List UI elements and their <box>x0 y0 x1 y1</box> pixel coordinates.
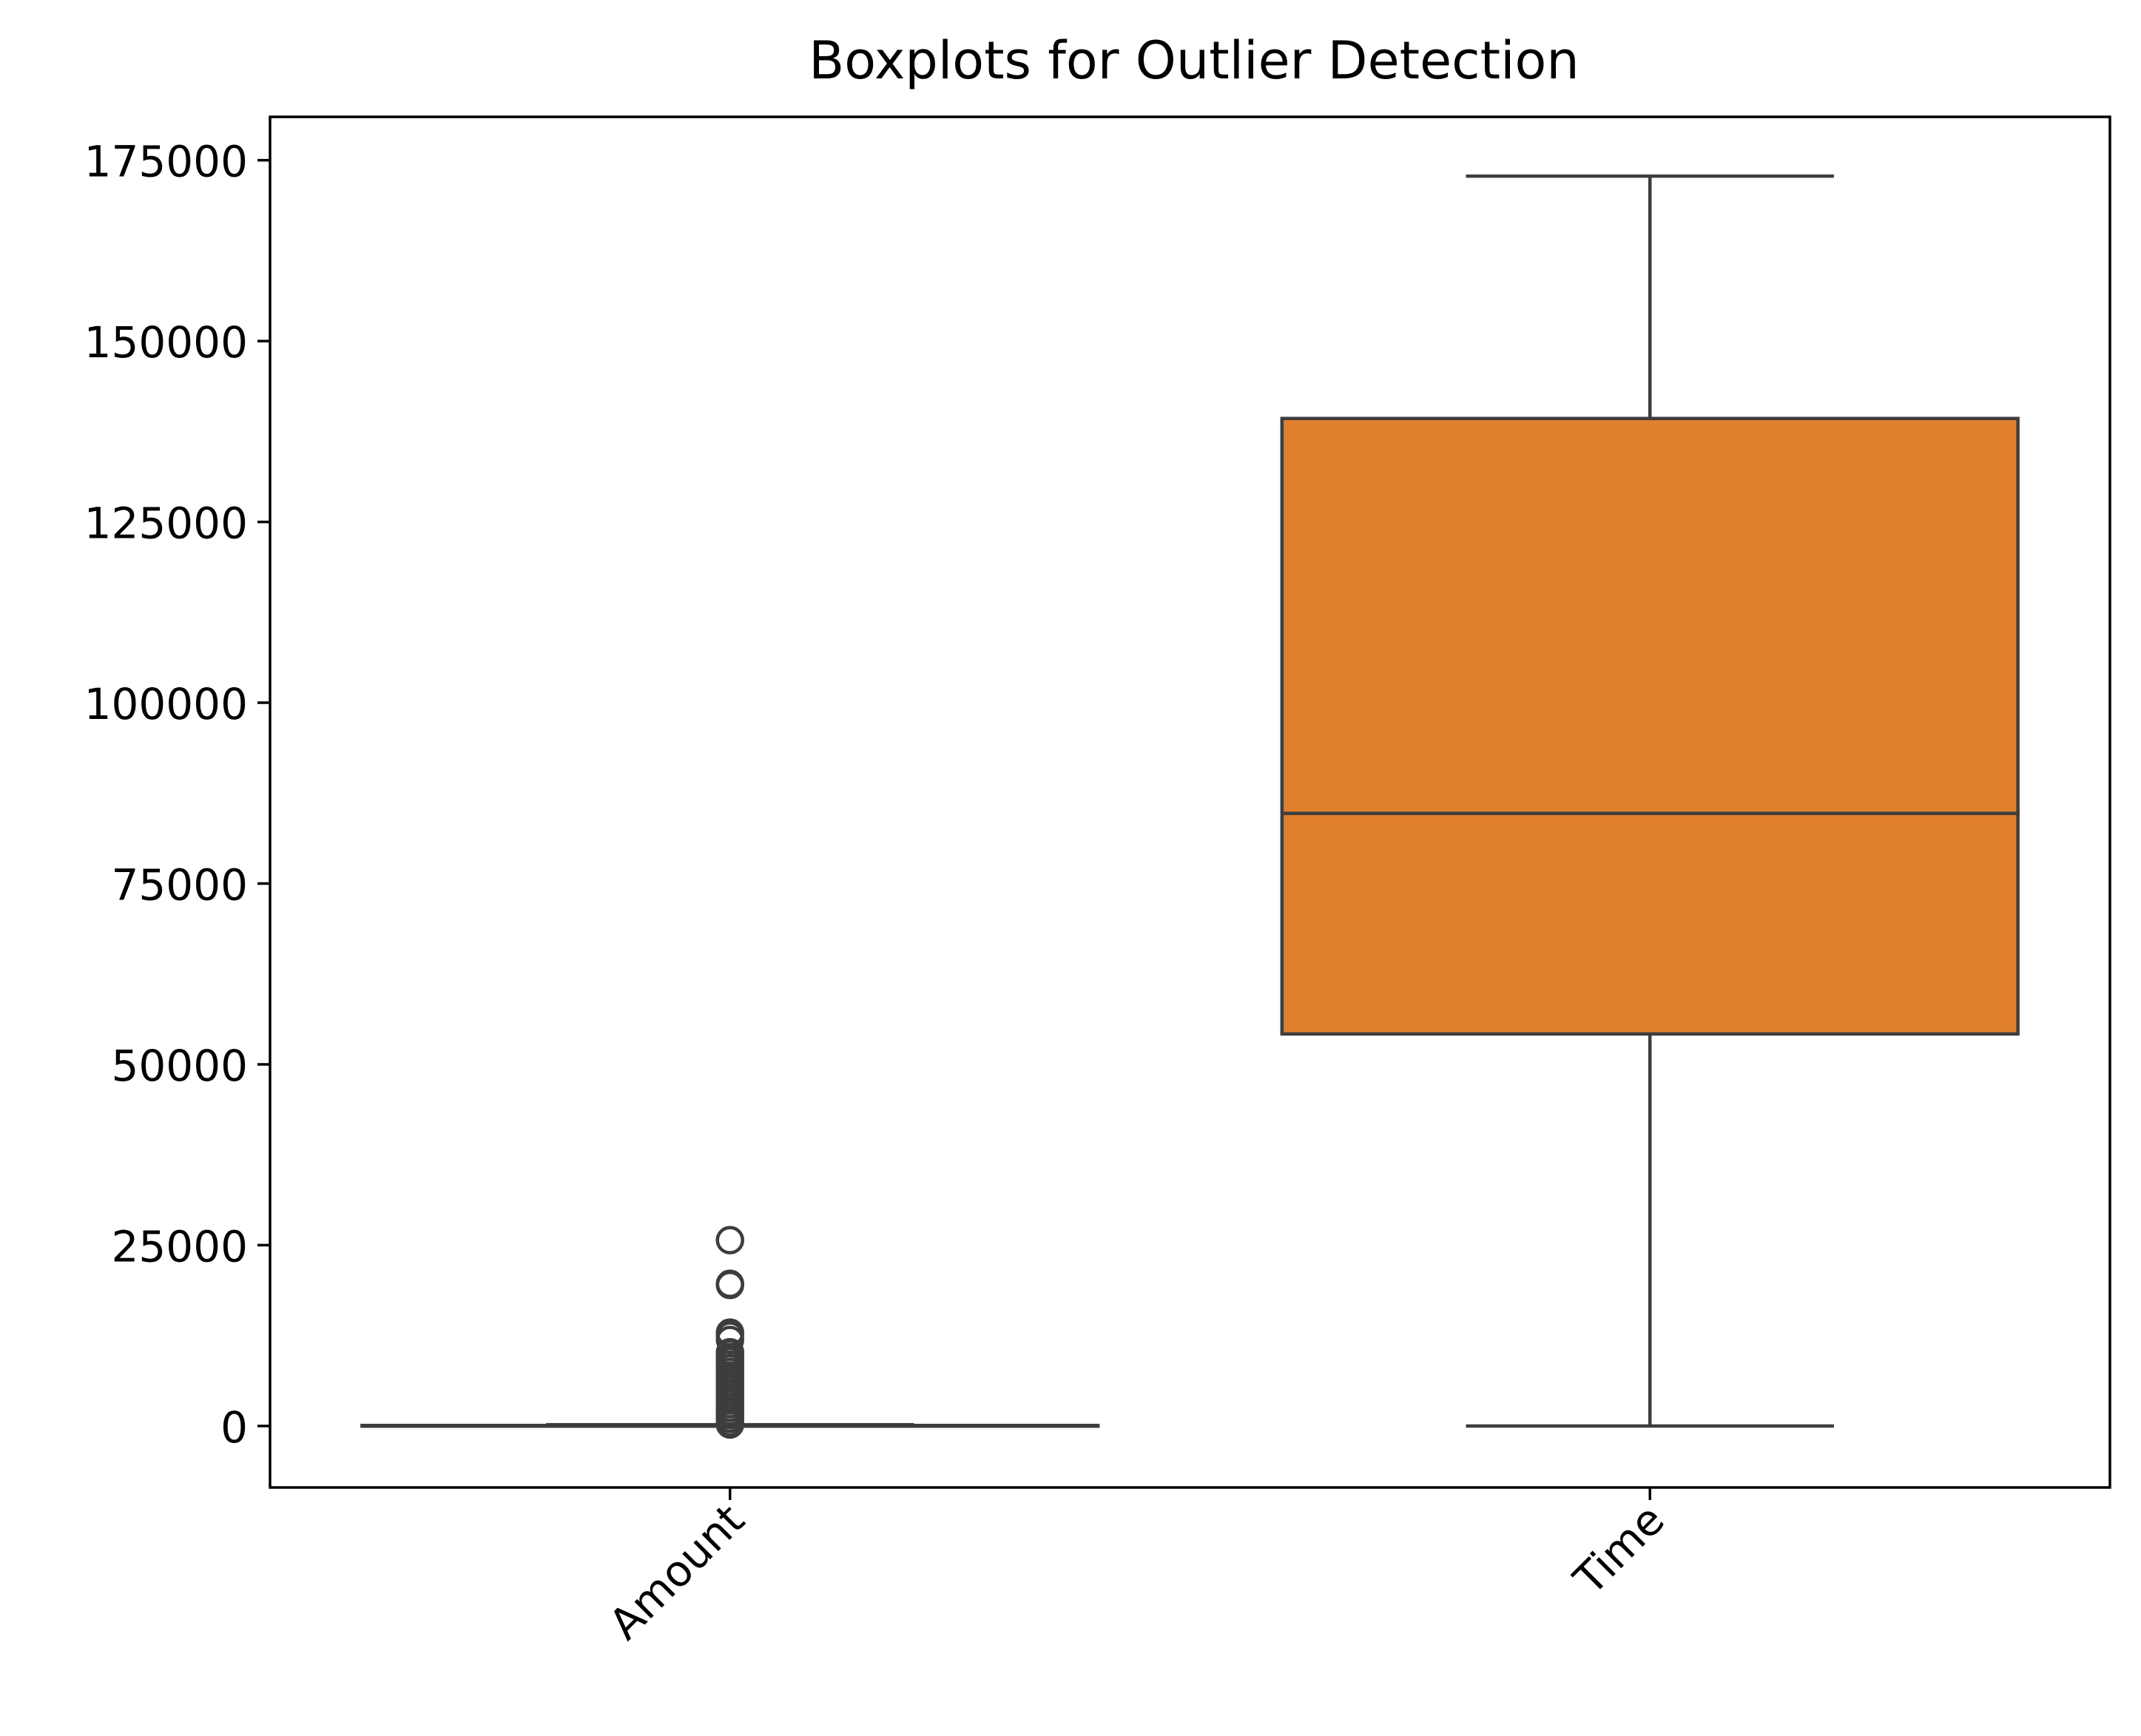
plot-area: 0 25000 50000 75000 100000 125000 150000 175000… <box>84 115 2111 1649</box>
outlier-point-amount <box>715 1270 744 1300</box>
axes-frame <box>269 115 2111 1489</box>
y-tick-label: 100000 <box>84 679 248 729</box>
box-time <box>1280 416 2020 1036</box>
outlier-point-amount <box>715 1410 744 1439</box>
x-tick-label: Time <box>1564 1494 1674 1604</box>
y-tick-label: 175000 <box>84 137 248 187</box>
y-tick-label: 150000 <box>84 317 248 368</box>
y-tick-label: 50000 <box>111 1041 248 1091</box>
x-tick-label: Amount <box>599 1494 754 1649</box>
outlier-point-amount <box>715 1226 744 1254</box>
y-tick-label: 125000 <box>84 499 248 549</box>
chart-title: Boxplots for Outlier Detection <box>809 30 1579 91</box>
y-tick-label: 25000 <box>111 1221 248 1271</box>
y-tick-label: 75000 <box>111 860 248 911</box>
y-tick-label: 0 <box>220 1402 248 1453</box>
